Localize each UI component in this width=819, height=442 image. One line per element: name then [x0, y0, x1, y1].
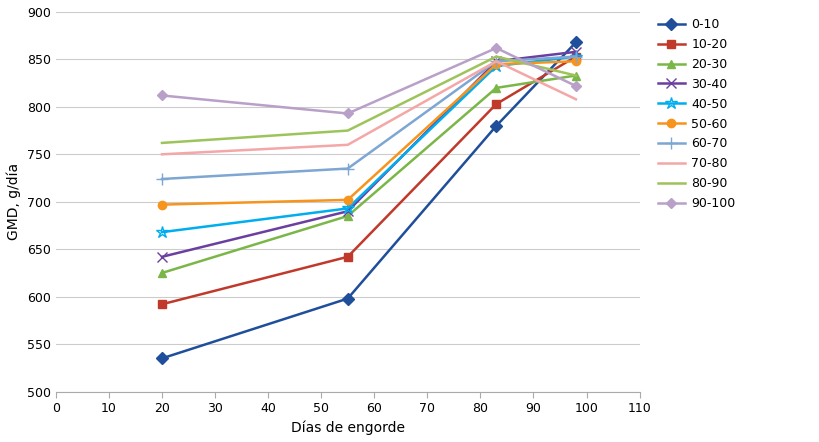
Line: 70-80: 70-80 — [162, 61, 575, 154]
Line: 30-40: 30-40 — [157, 47, 580, 262]
70-80 — [570, 97, 580, 102]
80-90 — [491, 54, 500, 59]
90-100 — [570, 84, 580, 89]
60-70 — [491, 59, 500, 64]
0-10 — [157, 356, 167, 361]
Legend: 0-10, 10-20, 20-30, 30-40, 40-50, 50-60, 60-70, 70-80, 80-90, 90-100: 0-10, 10-20, 20-30, 30-40, 40-50, 50-60,… — [657, 18, 735, 210]
10-20 — [491, 101, 500, 107]
70-80 — [491, 59, 500, 64]
Line: 50-60: 50-60 — [157, 57, 579, 209]
20-30 — [342, 213, 352, 219]
10-20 — [570, 54, 580, 59]
20-30 — [491, 85, 500, 91]
30-40 — [342, 209, 352, 214]
60-70 — [342, 166, 352, 171]
90-100 — [491, 46, 500, 51]
0-10 — [570, 40, 580, 45]
50-60 — [570, 59, 580, 64]
0-10 — [491, 123, 500, 129]
X-axis label: Días de engorde: Días de engorde — [291, 420, 405, 435]
Line: 10-20: 10-20 — [157, 53, 579, 309]
60-70 — [570, 54, 580, 59]
80-90 — [157, 140, 167, 145]
90-100 — [342, 111, 352, 116]
50-60 — [157, 202, 167, 207]
Line: 20-30: 20-30 — [157, 71, 579, 277]
30-40 — [570, 49, 580, 54]
20-30 — [570, 73, 580, 78]
50-60 — [342, 197, 352, 202]
Line: 80-90: 80-90 — [162, 57, 575, 143]
40-50 — [570, 54, 580, 59]
10-20 — [342, 254, 352, 259]
Line: 60-70: 60-70 — [156, 51, 581, 185]
40-50 — [491, 63, 500, 69]
70-80 — [342, 142, 352, 148]
30-40 — [491, 59, 500, 64]
Line: 40-50: 40-50 — [156, 50, 581, 238]
90-100 — [157, 93, 167, 98]
Line: 0-10: 0-10 — [157, 38, 579, 362]
10-20 — [157, 301, 167, 307]
80-90 — [342, 128, 352, 133]
Y-axis label: GMD, g/día: GMD, g/día — [7, 163, 21, 240]
80-90 — [570, 73, 580, 78]
40-50 — [157, 229, 167, 235]
50-60 — [491, 61, 500, 67]
Line: 90-100: 90-100 — [158, 45, 579, 117]
60-70 — [157, 176, 167, 182]
40-50 — [342, 206, 352, 211]
20-30 — [157, 271, 167, 276]
70-80 — [157, 152, 167, 157]
30-40 — [157, 254, 167, 259]
0-10 — [342, 296, 352, 301]
